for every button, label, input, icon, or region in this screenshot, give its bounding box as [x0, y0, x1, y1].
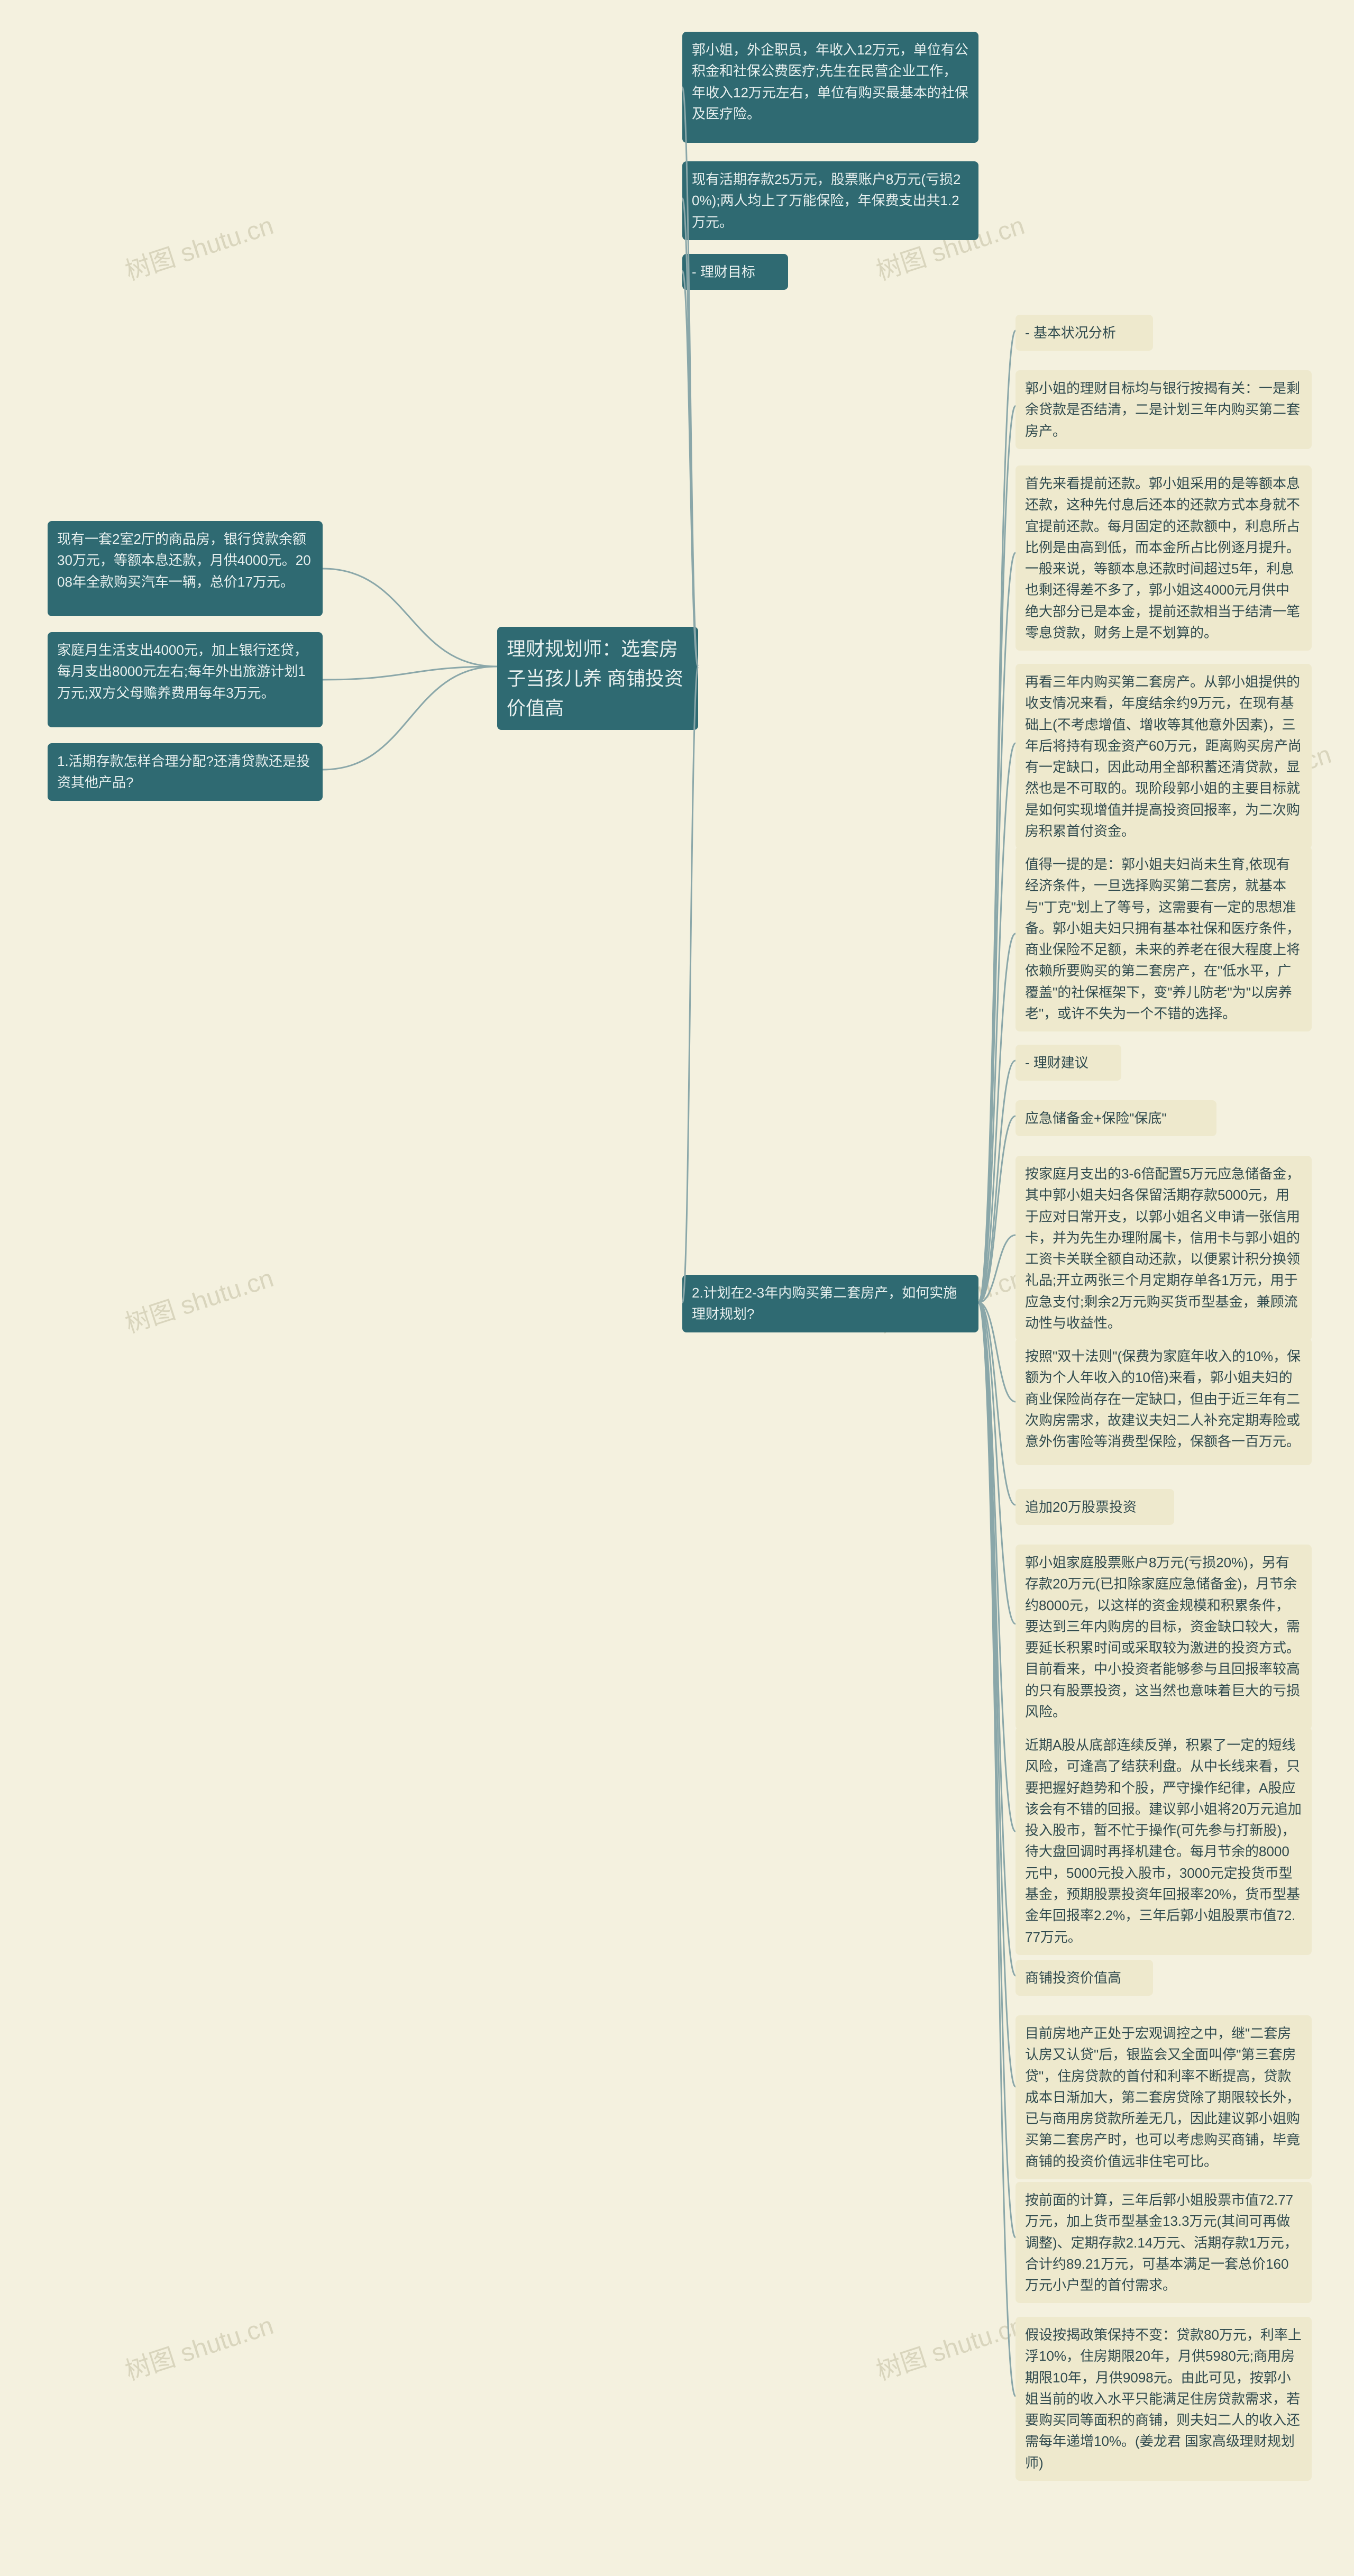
watermark: 树图 shutu.cn [120, 2305, 277, 2387]
mindmap-node[interactable]: 郭小姐家庭股票账户8万元(亏损20%)，另有存款20万元(已扣除家庭应急储备金)… [1016, 1545, 1312, 1730]
mindmap-canvas: 树图 shutu.cn 树图 shutu.cn 树图 shutu.cn 树图 shut… [0, 0, 1354, 2576]
edge [323, 666, 497, 770]
edge [978, 1303, 1016, 1505]
edge [978, 1235, 1016, 1303]
watermark: 树图 shutu.cn [871, 2305, 1028, 2387]
mindmap-node[interactable]: 假设按揭政策保持不变：贷款80万元，利率上浮10%，住房期限20年，月供5980… [1016, 2317, 1312, 2481]
edge [978, 406, 1016, 1303]
edge [978, 1116, 1016, 1303]
edge [323, 666, 497, 680]
mindmap-node[interactable]: - 理财目标 [682, 254, 788, 290]
mindmap-node[interactable]: - 理财建议 [1016, 1045, 1121, 1081]
mindmap-node[interactable]: 理财规划师：选套房子当孩儿养 商铺投资价值高 [497, 627, 698, 730]
edge [978, 331, 1016, 1303]
mindmap-node[interactable]: 按家庭月支出的3-6倍配置5万元应急储备金，其中郭小姐夫妇各保留活期存款5000… [1016, 1156, 1312, 1341]
mindmap-node[interactable]: 目前房地产正处于宏观调控之中，继"二套房认房又认贷"后，银监会又全面叫停"第三套… [1016, 2015, 1312, 2179]
edge [323, 569, 497, 666]
mindmap-node[interactable]: 再看三年内购买第二套房产。从郭小姐提供的收支情况来看，年度结余约9万元，在现有基… [1016, 664, 1312, 849]
edge [978, 934, 1016, 1303]
mindmap-node[interactable]: 追加20万股票投资 [1016, 1489, 1174, 1525]
mindmap-node[interactable]: 1.活期存款怎样合理分配?还清贷款还是投资其他产品? [48, 743, 323, 801]
mindmap-node[interactable]: 应急储备金+保险"保底" [1016, 1100, 1216, 1136]
edge [978, 1303, 1016, 2238]
edge [978, 743, 1016, 1303]
edge [978, 1303, 1016, 1976]
edge [978, 553, 1016, 1303]
mindmap-node[interactable]: 现有一套2室2厅的商品房，银行贷款余额30万元，等额本息还款，月供4000元。2… [48, 521, 323, 616]
mindmap-node[interactable]: 首先来看提前还款。郭小姐采用的是等额本息还款，这种先付息后还本的还款方式本身就不… [1016, 465, 1312, 651]
mindmap-node[interactable]: 郭小姐的理财目标均与银行按揭有关：一是剩余贷款是否结清，二是计划三年内购买第二套… [1016, 370, 1312, 449]
mindmap-node[interactable]: 按照"双十法则"(保费为家庭年收入的10%，保额为个人年收入的10倍)来看，郭小… [1016, 1338, 1312, 1465]
edge [978, 1303, 1016, 2087]
mindmap-node[interactable]: 家庭月生活支出4000元，加上银行还贷，每月支出8000元左右;每年外出旅游计划… [48, 632, 323, 727]
edge [978, 1061, 1016, 1303]
watermark: 树图 shutu.cn [120, 1257, 277, 1340]
mindmap-node[interactable]: 现有活期存款25万元，股票账户8万元(亏损20%);两人均上了万能保险，年保费支… [682, 161, 978, 240]
mindmap-node[interactable]: 商铺投资价值高 [1016, 1960, 1153, 1996]
mindmap-node[interactable]: 郭小姐，外企职员，年收入12万元，单位有公积金和社保公费医疗;先生在民营企业工作… [682, 32, 978, 143]
mindmap-node[interactable]: 2.计划在2-3年内购买第二套房产，如何实施理财规划? [682, 1275, 978, 1332]
mindmap-node[interactable]: 值得一提的是：郭小姐夫妇尚未生育,依现有经济条件，一旦选择购买第二套房，就基本与… [1016, 846, 1312, 1031]
edge [682, 271, 698, 667]
edge [978, 1303, 1016, 1832]
edge [978, 1303, 1016, 1402]
edge [682, 666, 698, 1303]
mindmap-node[interactable]: - 基本状况分析 [1016, 315, 1153, 351]
edge [978, 1303, 1016, 1624]
mindmap-node[interactable]: 按前面的计算，三年后郭小姐股票市值72.77万元，加上货币型基金13.3万元(其… [1016, 2182, 1312, 2303]
mindmap-node[interactable]: 近期A股从底部连续反弹，积累了一定的短线风险，可逢高了结获利盘。从中长线来看，只… [1016, 1727, 1312, 1955]
edge [978, 1303, 1016, 2397]
watermark: 树图 shutu.cn [120, 205, 277, 287]
